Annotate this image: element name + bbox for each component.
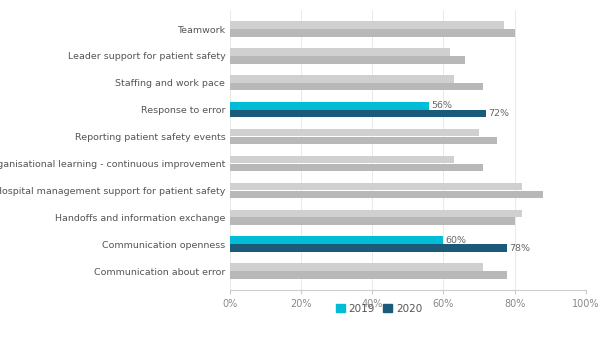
Bar — [230, 263, 483, 271]
Bar — [230, 271, 507, 279]
Bar — [230, 129, 479, 136]
Bar — [230, 29, 515, 37]
Bar — [230, 244, 507, 252]
Bar — [230, 56, 464, 64]
Bar — [230, 83, 483, 90]
Bar — [230, 183, 522, 190]
Bar — [230, 210, 522, 217]
Legend: 2019, 2020: 2019, 2020 — [332, 300, 426, 318]
Bar — [230, 110, 486, 117]
Text: 72%: 72% — [488, 109, 509, 118]
Bar — [230, 156, 454, 163]
Bar — [230, 191, 543, 198]
Text: 56%: 56% — [431, 101, 452, 110]
Bar — [230, 236, 443, 244]
Bar — [230, 218, 515, 225]
Text: 60%: 60% — [445, 236, 466, 245]
Bar — [230, 75, 454, 83]
Bar — [230, 21, 504, 29]
Bar — [230, 137, 496, 144]
Text: 78%: 78% — [509, 243, 530, 253]
Bar — [230, 48, 451, 56]
Bar — [230, 164, 483, 171]
Bar — [230, 102, 429, 109]
